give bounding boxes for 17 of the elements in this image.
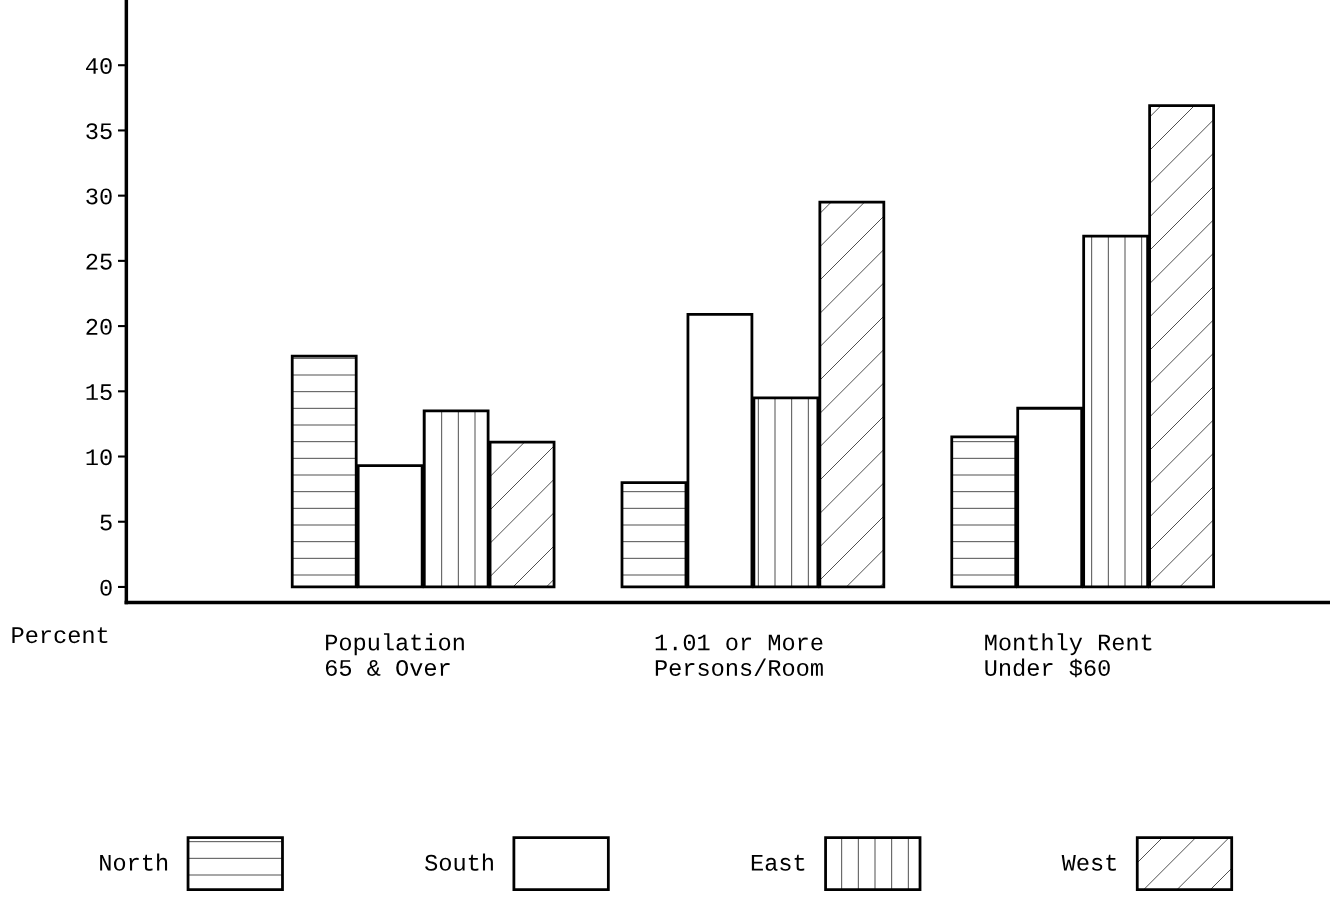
x-tick-label: Population 65 & Over (325, 633, 464, 676)
y-tick-label: 35 (86, 123, 112, 140)
y-tick-label: 0 (100, 579, 112, 596)
y-tick-label: 40 (86, 57, 112, 74)
x-tick-label: 1.01 or More Persons/Room (655, 634, 823, 676)
y-tick-label: 15 (86, 384, 112, 401)
legend-label: West (1061, 854, 1116, 871)
legend-label: East (751, 854, 805, 871)
x-tick-label: Monthly Rent Under $60 (985, 633, 1152, 678)
y-axis-title: Percent (12, 627, 108, 644)
legend-label: North (100, 853, 168, 871)
y-tick-label: 10 (86, 449, 112, 466)
legend-label: South (425, 853, 493, 871)
y-tick-label: 5 (100, 514, 112, 531)
y-tick-label: 20 (86, 318, 112, 335)
y-tick-label: 30 (86, 188, 112, 205)
y-tick-label: 25 (86, 253, 112, 270)
